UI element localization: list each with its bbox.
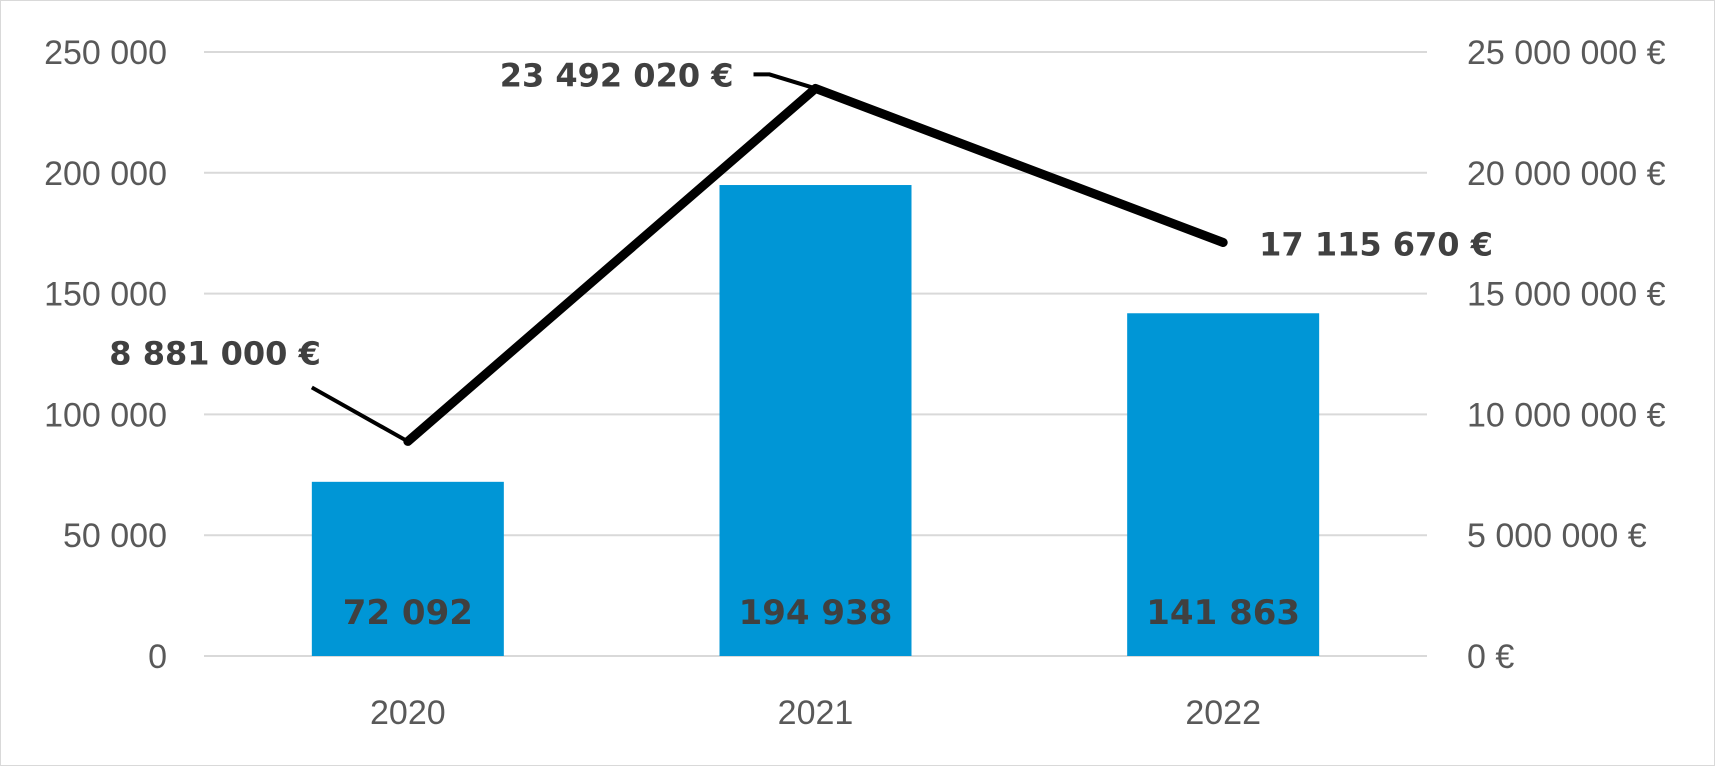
y-left-tick-label: 50 000 bbox=[63, 517, 167, 555]
bar bbox=[311, 481, 504, 656]
bar-series bbox=[311, 185, 1320, 656]
y-left-tick-label: 100 000 bbox=[44, 396, 167, 434]
y-right-tick-label: 25 000 000 € bbox=[1467, 34, 1666, 72]
y-right-tick-label: 0 € bbox=[1467, 638, 1514, 676]
x-tick-label: 2020 bbox=[370, 694, 446, 732]
y-right-tick-label: 20 000 000 € bbox=[1467, 155, 1666, 193]
axes: 0 50 000 100 000 150 000 200 000 250 000 0 € 5 … bbox=[44, 34, 1666, 732]
y-left-tick-label: 250 000 bbox=[44, 34, 167, 72]
y-right-tick-label: 5 000 000 € bbox=[1467, 517, 1647, 555]
y-right-tick-label: 10 000 000 € bbox=[1467, 396, 1666, 434]
bar bbox=[1127, 313, 1320, 656]
bar bbox=[719, 185, 912, 656]
bar-data-label: 72 092 bbox=[343, 593, 473, 633]
x-tick-label: 2021 bbox=[778, 694, 854, 732]
y-left-tick-label: 0 bbox=[148, 638, 167, 676]
bar-data-label: 194 938 bbox=[739, 593, 893, 633]
y-left-tick-label: 200 000 bbox=[44, 155, 167, 193]
leader-line bbox=[310, 385, 409, 444]
bar-data-label: 141 863 bbox=[1146, 593, 1300, 633]
leader-line bbox=[753, 72, 817, 91]
x-tick-label: 2022 bbox=[1185, 694, 1261, 732]
y-right-tick-label: 15 000 000 € bbox=[1467, 276, 1666, 314]
line-data-label: 17 115 670 € bbox=[1259, 225, 1493, 263]
line-data-label: 8 881 000 € bbox=[109, 334, 321, 372]
data-labels: 72 092 194 938 141 863 8 881 000 € 23 492 02… bbox=[109, 56, 1493, 633]
line-data-label: 23 492 020 € bbox=[500, 56, 734, 94]
y-left-tick-label: 150 000 bbox=[44, 276, 167, 314]
